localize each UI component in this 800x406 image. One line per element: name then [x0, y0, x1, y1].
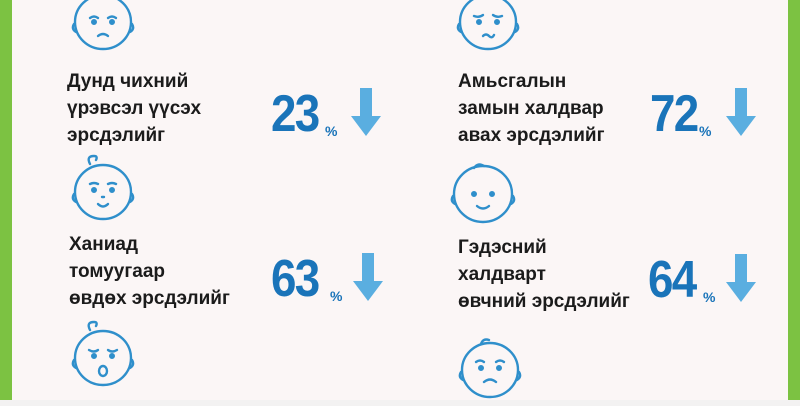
infographic-panel	[12, 0, 788, 400]
smiling-baby-face-icon	[448, 158, 518, 228]
stat-respiratory: 72 %	[650, 84, 760, 140]
percent-value: 72	[650, 85, 699, 143]
stat-label-flu: Ханиад томуугаар өвдөх эрсдэлийг	[69, 234, 230, 309]
left-border	[0, 0, 12, 400]
percent-value: 63	[271, 250, 320, 308]
worried-baby-face-icon	[455, 0, 521, 56]
percent-symbol: %	[330, 288, 343, 304]
percent-value: 23	[271, 85, 320, 143]
crying-baby-face-icon	[68, 320, 138, 400]
down-arrow-icon	[726, 88, 756, 136]
stat-ear-infection: 23 %	[271, 84, 381, 140]
stat-label-ear-infection: Дунд чихний үрэвсэл үүсэх эрсдэлийг	[67, 71, 202, 146]
percent-value: 64	[648, 251, 697, 309]
down-arrow-icon	[353, 253, 383, 301]
percent-symbol: %	[699, 123, 712, 139]
down-arrow-icon	[726, 254, 756, 302]
sad-baby-face-icon	[70, 0, 136, 56]
stat-intestinal: 64 %	[648, 250, 758, 306]
happy-baby-face-icon	[68, 154, 138, 224]
percent-symbol: %	[325, 123, 338, 139]
down-arrow-icon	[351, 88, 381, 136]
stat-flu: 63 %	[271, 249, 383, 308]
right-border	[788, 0, 800, 400]
percent-symbol: %	[703, 289, 716, 305]
stat-label-respiratory: Амьсгалын замын халдвар авах эрсдэлийг	[458, 71, 605, 146]
sad-baby-face-icon	[455, 336, 525, 406]
stat-label-intestinal: Гэдэсний халдварт өвчний эрсдэлийг	[458, 237, 630, 312]
